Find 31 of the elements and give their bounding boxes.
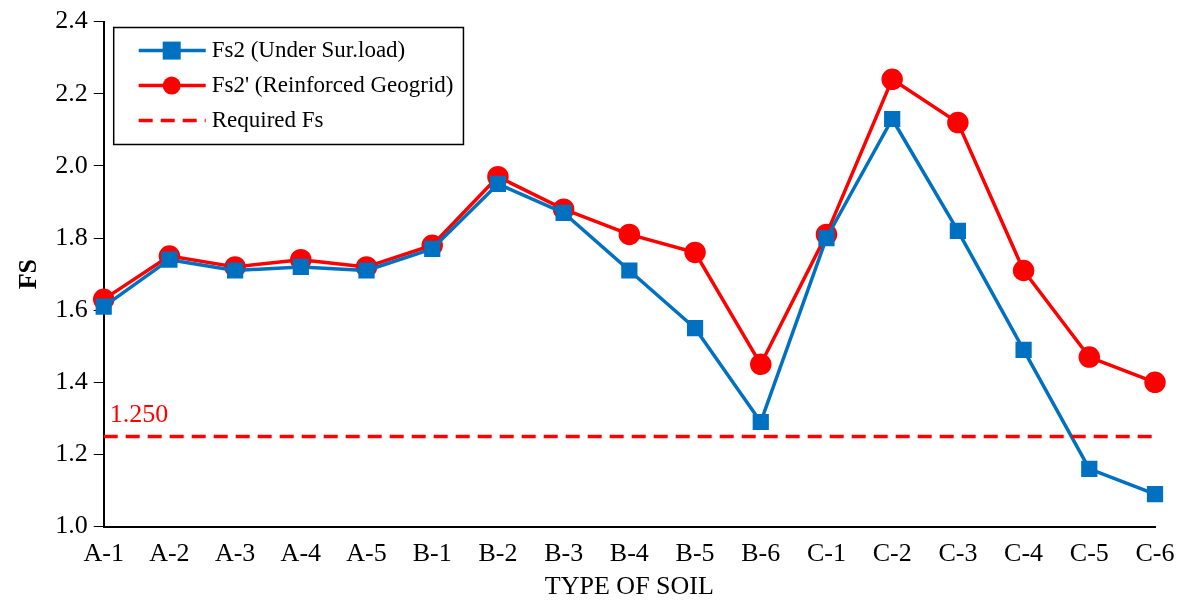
legend-label: Fs2' (Reinforced Geogrid) [211, 71, 454, 97]
y-tick-label: 1.2 [55, 438, 88, 468]
x-tick-label: A-1 [83, 538, 124, 568]
x-tick-label: B-2 [478, 538, 518, 568]
y-tick-label: 1.4 [55, 366, 88, 396]
x-tick-label: C-4 [1004, 538, 1044, 568]
y-tick-label: 1.8 [55, 221, 88, 251]
legend-label: Required Fs [211, 106, 324, 132]
y-tick-label: 1.6 [55, 294, 88, 323]
x-tick-label: B-5 [675, 538, 715, 568]
y-axis-title: FS [13, 258, 43, 290]
legend-label: Fs2 (Under Sur.load) [211, 36, 406, 62]
x-tick-label: B-6 [741, 538, 781, 568]
y-tick-label: 2.4 [55, 5, 88, 35]
y-tick-label: 1.0 [55, 510, 88, 540]
y-tick-label: 2.0 [55, 149, 88, 179]
x-tick-label: B-3 [544, 538, 584, 568]
x-tick-label: C-3 [938, 538, 978, 568]
x-tick-label: B-1 [412, 538, 452, 568]
x-tick-label: C-2 [872, 538, 912, 568]
annotation: 1.250 [109, 399, 169, 429]
x-tick-label: A-5 [346, 538, 387, 568]
x-tick-label: A-3 [214, 538, 256, 568]
x-tick-label: C-1 [806, 538, 846, 568]
x-tick-label: A-4 [280, 538, 322, 568]
x-tick-label: C-5 [1069, 538, 1109, 568]
x-axis-title: TYPE OF SOIL [544, 571, 714, 601]
x-tick-label: A-2 [149, 538, 190, 568]
x-tick-label: B-4 [609, 538, 649, 568]
x-tick-label: C-6 [1135, 538, 1175, 568]
y-tick-label: 2.2 [55, 77, 88, 107]
